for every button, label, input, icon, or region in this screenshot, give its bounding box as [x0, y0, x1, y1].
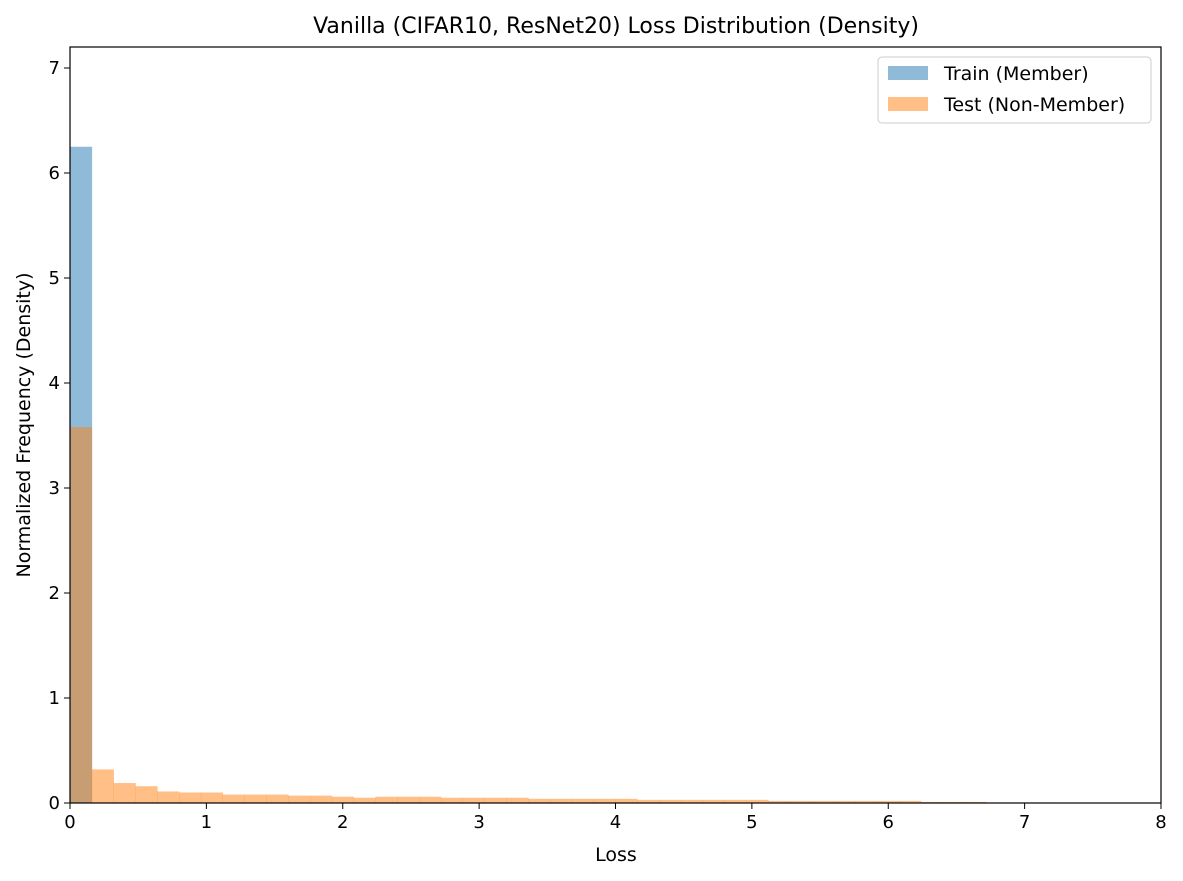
- histogram-bar-test: [877, 800, 900, 803]
- y-axis-ticks: 0 1 2 3 4 5 6 7: [49, 58, 70, 814]
- histogram-bar-test: [310, 795, 333, 803]
- histogram-bar-test: [266, 794, 289, 803]
- x-tick-label: 6: [883, 812, 894, 833]
- x-tick-label: 4: [610, 812, 621, 833]
- x-tick-label: 3: [473, 812, 484, 833]
- legend: Train (Member) Test (Non-Member): [877, 56, 1152, 124]
- histogram-bar-test: [768, 800, 791, 803]
- legend-label-test: Test (Non-Member): [943, 94, 1125, 116]
- histogram-bar-test: [375, 796, 398, 803]
- histogram-bar-test: [637, 799, 660, 803]
- y-tick-label: 0: [49, 793, 60, 814]
- histogram-bar-test: [680, 799, 704, 803]
- y-tick-label: 5: [49, 268, 60, 289]
- histogram-bar-test: [157, 791, 180, 803]
- plot-frame: [69, 46, 1162, 804]
- histogram-bar-test: [91, 769, 114, 803]
- histogram-bar-test: [353, 797, 376, 803]
- bars-layer: [70, 146, 1118, 803]
- histogram-bar-test: [135, 786, 158, 803]
- histogram-bar-test: [484, 797, 507, 803]
- chart-title: Vanilla (CIFAR10, ResNet20) Loss Distrib…: [313, 14, 919, 39]
- histogram-bar-test: [811, 800, 834, 803]
- y-tick-label: 7: [49, 58, 60, 79]
- histogram-bar-test: [397, 796, 420, 803]
- histogram-bar-test: [615, 798, 638, 803]
- x-axis-ticks: 0 1 2 3 4 5 6 7 8: [64, 803, 1167, 833]
- histogram-bar-test: [244, 794, 267, 803]
- histogram-bar-test: [506, 797, 529, 803]
- legend-box: [877, 56, 1152, 124]
- histogram-bar-test: [571, 798, 594, 803]
- legend-swatch-train: [888, 66, 928, 80]
- histogram-bar-test: [746, 799, 769, 803]
- histogram-bar-test: [702, 799, 725, 803]
- x-tick-label: 8: [1155, 812, 1166, 833]
- legend-label-train: Train (Member): [943, 63, 1089, 85]
- histogram-bar-test: [833, 800, 856, 803]
- histogram-bar-test: [462, 797, 485, 803]
- histogram-bar-test: [222, 794, 245, 803]
- y-tick-label: 3: [49, 478, 60, 499]
- histogram-bar-test: [200, 792, 224, 803]
- histogram-bar-test: [331, 796, 354, 803]
- x-tick-label: 5: [746, 812, 757, 833]
- x-tick-label: 2: [337, 812, 348, 833]
- x-tick-label: 1: [201, 812, 212, 833]
- histogram-bar-test: [790, 800, 813, 803]
- x-tick-label: 0: [64, 812, 75, 833]
- x-axis-label: Loss: [595, 844, 637, 866]
- histogram-bar-test: [659, 799, 682, 803]
- x-tick-label: 7: [1019, 812, 1030, 833]
- legend-swatch-test: [888, 97, 928, 111]
- y-tick-label: 4: [49, 373, 60, 394]
- histogram-bar-test: [528, 798, 551, 803]
- y-tick-label: 2: [49, 583, 60, 604]
- histogram-bar-test: [440, 797, 464, 803]
- y-tick-label: 6: [49, 163, 60, 184]
- histogram-bar-test: [593, 798, 616, 803]
- y-axis-label: Normalized Frequency (Density): [13, 272, 35, 577]
- histogram-bar-test: [70, 427, 93, 803]
- histogram-bar-test: [724, 799, 747, 803]
- histogram-bar-test: [179, 792, 202, 803]
- histogram-bar-test: [419, 796, 442, 803]
- y-tick-label: 1: [49, 688, 60, 709]
- histogram-bar-test: [899, 800, 922, 803]
- histogram-bar-test: [550, 798, 573, 803]
- histogram-bar-test: [113, 783, 136, 803]
- histogram-bar-test: [288, 795, 311, 803]
- histogram-bar-test: [855, 800, 878, 803]
